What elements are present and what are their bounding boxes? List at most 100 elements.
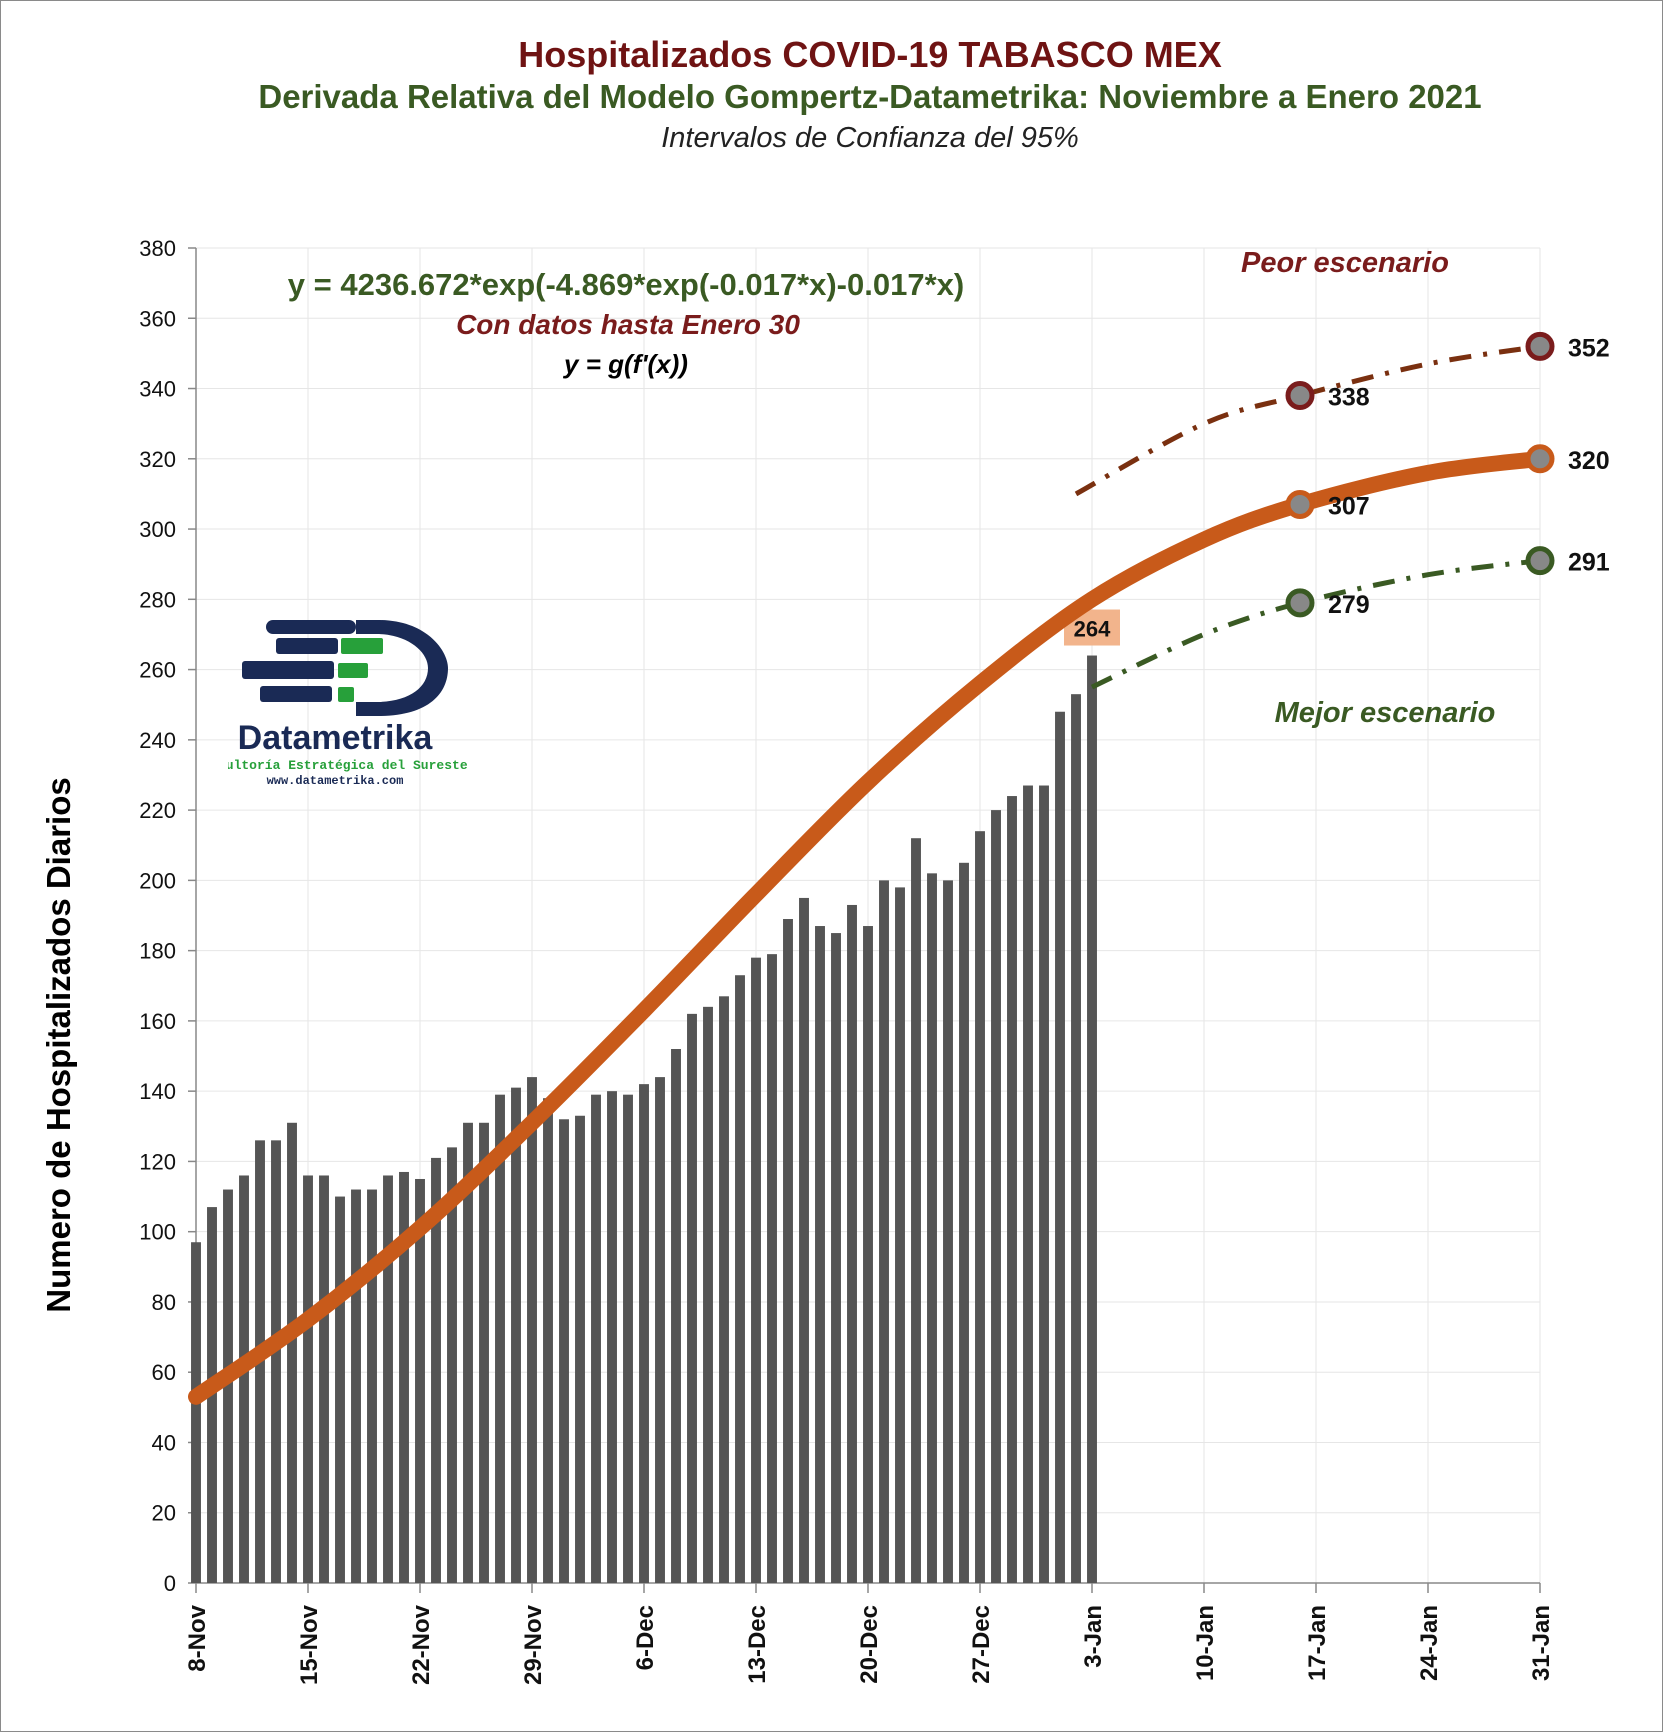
bar (367, 1189, 377, 1583)
bar (799, 897, 809, 1583)
bar (479, 1122, 489, 1583)
y-tick-label: 380 (139, 236, 176, 261)
y-tick-label: 340 (139, 377, 176, 402)
bar (943, 880, 953, 1583)
worst-marker-label: 338 (1328, 384, 1370, 412)
bar (815, 926, 825, 1583)
model-marker (1285, 489, 1315, 519)
bar (527, 1077, 537, 1583)
x-tick-label: 31-Jan (1528, 1605, 1555, 1681)
best-scenario-label: Mejor escenario (1275, 697, 1496, 729)
bar (319, 1175, 329, 1583)
logo-name: Datametrika (238, 719, 434, 757)
bar (1039, 785, 1049, 1583)
y-tick-label: 200 (139, 868, 176, 893)
bar (831, 933, 841, 1583)
bar (511, 1087, 521, 1583)
bar (239, 1175, 249, 1583)
bar-series: 264 (191, 609, 1120, 1583)
chart-title: Hospitalizados COVID-19 TABASCO MEX (518, 34, 1222, 75)
bar (383, 1175, 393, 1583)
y-tick-label: 320 (139, 447, 176, 472)
y-axis-label: Numero de Hospitalizados Diarios (40, 777, 77, 1312)
x-tick-label: 22-Nov (408, 1604, 435, 1685)
bar (575, 1115, 585, 1583)
bar (1071, 694, 1081, 1583)
x-tick-label: 15-Nov (296, 1604, 323, 1685)
last-bar-label: 264 (1074, 617, 1111, 642)
bar (271, 1140, 281, 1583)
x-tick-label: 24-Jan (1416, 1605, 1443, 1681)
logo-icon: Datametrika Cosultoría Estratégica del S… (202, 620, 468, 788)
bar (287, 1122, 297, 1583)
bar (719, 996, 729, 1583)
bar (415, 1178, 425, 1583)
x-tick-label: 17-Jan (1304, 1605, 1331, 1681)
logo-url: www.datametrika.com (267, 774, 404, 788)
worst-marker-label: 352 (1568, 334, 1610, 362)
x-tick-label: 27-Dec (968, 1605, 995, 1684)
chart-subtitle: Derivada Relativa del Modelo Gompertz-Da… (258, 78, 1482, 115)
best-marker-label: 279 (1328, 591, 1370, 619)
bar (399, 1171, 409, 1583)
model-marker (1525, 444, 1555, 474)
data-cutoff-note: Con datos hasta Enero 30 (456, 309, 800, 340)
bar (335, 1196, 345, 1583)
bar (607, 1091, 617, 1583)
y-tick-label: 100 (139, 1220, 176, 1245)
bar (671, 1049, 681, 1583)
x-axis: 8-Nov 15-Nov 22-Nov 29-Nov 6-Dec 13-Dec 20-Dec… (184, 1582, 1555, 1685)
formula-note: y = g(f'(x)) (562, 349, 688, 379)
worst-marker (1525, 331, 1555, 361)
bar (623, 1094, 633, 1583)
y-tick-label: 60 (152, 1360, 176, 1385)
bar (911, 838, 921, 1583)
worst-scenario-label: Peor escenario (1241, 247, 1449, 279)
bar (223, 1189, 233, 1583)
y-tick-label: 280 (139, 587, 176, 612)
bar (191, 1242, 201, 1583)
x-tick-label: 3-Jan (1080, 1605, 1107, 1668)
bar (495, 1094, 505, 1583)
worst-marker (1285, 381, 1315, 411)
equation-text: y = 4236.672*exp(-4.869*exp(-0.017*x)-0.… (288, 267, 964, 302)
y-tick-label: 360 (139, 306, 176, 331)
best-marker (1525, 546, 1555, 576)
bar (767, 954, 777, 1583)
y-tick-label: 220 (139, 798, 176, 823)
scenario-markers: 338 352 307 320 279 291 (1285, 331, 1610, 619)
bar (751, 957, 761, 1583)
bar (463, 1122, 473, 1583)
model-marker-label: 307 (1328, 492, 1370, 520)
best-marker-label: 291 (1568, 549, 1610, 577)
y-axis: 0 20 40 60 80 100 120 140 160 180 200 220 240 260 280 3… (139, 236, 197, 1596)
bar (703, 1006, 713, 1583)
bar (1055, 711, 1065, 1583)
x-tick-label: 6-Dec (632, 1605, 659, 1670)
y-tick-label: 40 (152, 1430, 176, 1455)
bar (639, 1084, 649, 1583)
bar (431, 1157, 441, 1583)
bar (783, 919, 793, 1583)
x-tick-label: 8-Nov (184, 1604, 211, 1671)
y-tick-label: 180 (139, 939, 176, 964)
datametrika-logo: Datametrika Cosultoría Estratégica del S… (202, 612, 498, 792)
bar (991, 810, 1001, 1583)
y-tick-label: 120 (139, 1149, 176, 1174)
bar (687, 1013, 697, 1583)
y-tick-label: 80 (152, 1290, 176, 1315)
y-tick-label: 300 (139, 517, 176, 542)
bar (959, 862, 969, 1583)
y-tick-label: 20 (152, 1501, 176, 1526)
x-tick-label: 10-Jan (1192, 1605, 1219, 1681)
y-tick-label: 140 (139, 1079, 176, 1104)
best-marker (1285, 588, 1315, 618)
bar (735, 975, 745, 1583)
model-marker-label: 320 (1568, 447, 1610, 475)
bar (863, 926, 873, 1583)
bar (351, 1189, 361, 1583)
bar (975, 831, 985, 1583)
bar (847, 904, 857, 1583)
